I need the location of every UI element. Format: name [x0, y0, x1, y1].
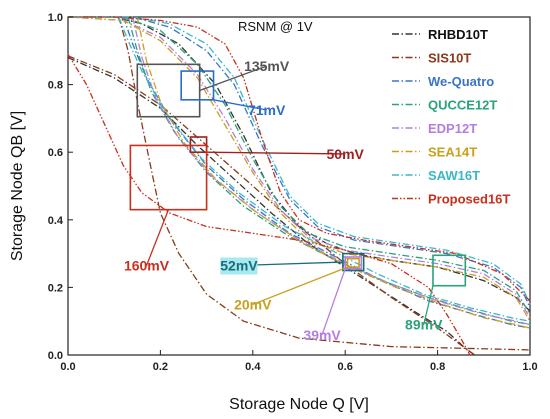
curve-edp12t-a	[67, 16, 531, 319]
nm-leader-line	[206, 151, 346, 155]
y-axis-label: Storage Node QB [V]	[9, 111, 26, 261]
curve-proposed16t-b	[67, 53, 471, 356]
nm-leader-line	[213, 99, 267, 111]
nm-label-52mv: 52mV	[220, 258, 258, 274]
curve-sea14t-a	[67, 16, 531, 322]
nm-box-71mv	[180, 70, 215, 101]
nm-label-20mv: 20mV	[234, 296, 272, 312]
x-tick-label: 0.2	[153, 361, 168, 373]
legend-item-qucce12t: QUCCE12T	[428, 98, 497, 113]
x-tick-label: 0.0	[60, 361, 75, 373]
legend-item-sea14t: SEA14T	[428, 145, 477, 160]
noise-margin-boxes: 135mV 71mV 50mV 160mV 52mV 20mV 39mV 89mV	[124, 58, 467, 343]
x-tick-label: 0.4	[245, 361, 261, 373]
y-tick-label: 0.8	[48, 80, 63, 92]
legend-item-we-quatro: We-Quatro	[428, 74, 494, 89]
legend-item-rhbd10t: RHBD10T	[428, 27, 488, 42]
nm-box-89mv	[432, 254, 467, 287]
x-tick-label: 0.6	[338, 361, 353, 373]
nm-label-71mv: 71mV	[248, 102, 286, 118]
curve-saw16t-a	[68, 16, 531, 305]
x-tick-label: 0.8	[430, 361, 445, 373]
curve-rhbd10t-a	[68, 16, 531, 312]
x-tick-label: 1.0	[522, 361, 537, 373]
curve-sea14t-b	[136, 16, 531, 329]
curve-we-quatro-a	[68, 16, 531, 308]
y-tick-label: 1.0	[48, 12, 63, 24]
nm-leader-line	[423, 285, 434, 325]
curve-qucce12t-a	[68, 16, 531, 315]
legend-item-sis10t: SIS10T	[428, 51, 471, 66]
curve-proposed16t-a	[68, 16, 531, 302]
chart-title: RSNM @ 1V	[238, 19, 313, 34]
y-tick-label: 0.2	[48, 282, 63, 294]
nm-label-39mv: 39mV	[303, 327, 341, 343]
nm-box-20mv	[346, 257, 360, 268]
nm-box-50mv	[189, 136, 208, 154]
nm-label-160mv: 160mV	[124, 258, 170, 274]
plot-area-border	[67, 16, 531, 356]
nm-label-135mv: 135mV	[244, 58, 290, 74]
axis-ticks: 0.0 0.2 0.4 0.6 0.8 1.0 0.0 0.2 0.4 0.6 0.8 1.0	[48, 12, 538, 373]
nm-leader-line	[199, 65, 267, 92]
x-axis-label: Storage Node Q [V]	[229, 396, 369, 413]
nm-label-highlight	[220, 257, 258, 275]
nm-leader-line	[252, 266, 348, 305]
nm-label-89mv: 89mV	[405, 317, 443, 333]
legend-item-edp12t: EDP12T	[428, 121, 477, 136]
legend-item-saw16t: SAW16T	[428, 168, 480, 183]
plot-frame	[67, 16, 531, 356]
curve-saw16t-b	[118, 16, 531, 322]
legend-item-proposed16t: Proposed16T	[428, 192, 510, 207]
nm-leader-line	[321, 268, 346, 336]
y-tick-label: 0.0	[48, 350, 63, 362]
y-tick-label: 0.6	[48, 147, 63, 159]
y-tick-label: 0.4	[48, 215, 64, 227]
curve-qucce12t-b	[127, 16, 531, 326]
legend: RHBD10T SIS10T We-Quatro QUCCE12T EDP12T SEA1…	[392, 27, 510, 207]
nm-leader-line	[145, 209, 170, 266]
curve-sis10t-b	[118, 16, 531, 351]
nm-box-39mv	[344, 256, 363, 270]
nm-label-50mv: 50mV	[327, 146, 365, 162]
butterfly-curves	[67, 16, 531, 356]
